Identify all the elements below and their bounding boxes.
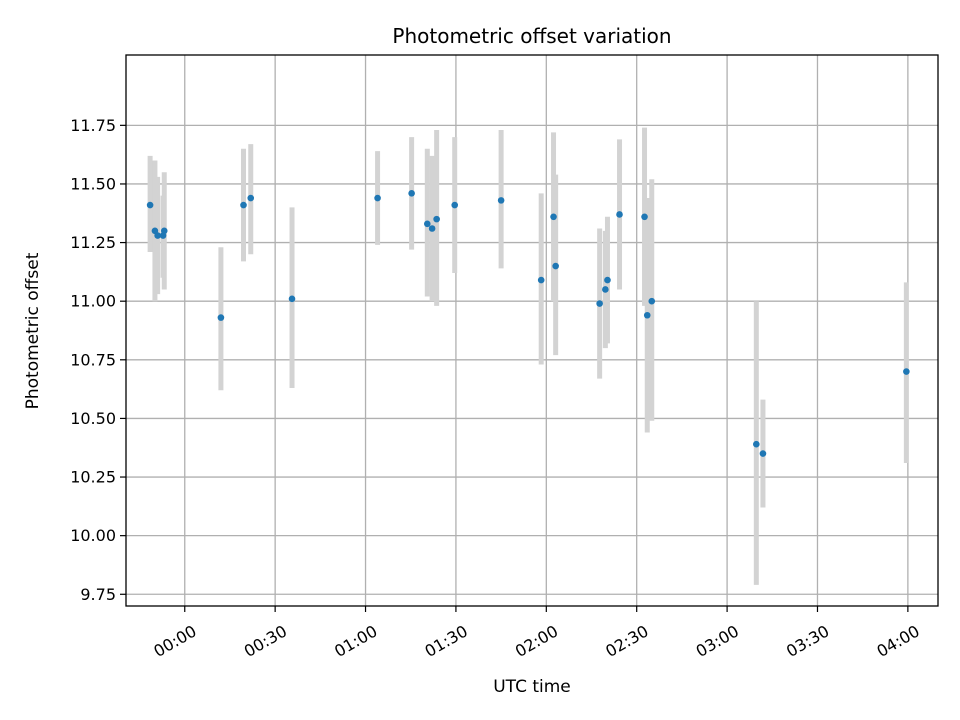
y-tick-label: 10.00 (70, 526, 116, 545)
y-tick-label: 11.75 (70, 116, 116, 135)
data-point-27 (759, 450, 767, 457)
data-point-21 (604, 276, 611, 284)
data-point-9 (374, 194, 381, 202)
data-point-24 (643, 311, 651, 319)
data-point-22 (616, 211, 623, 218)
data-point-7 (247, 194, 255, 202)
data-point-26 (753, 440, 760, 448)
data-point-18 (552, 262, 559, 270)
data-point-8 (288, 295, 296, 303)
data-point-13 (433, 215, 440, 223)
data-point-16 (537, 276, 545, 284)
y-tick-label: 10.25 (70, 468, 116, 487)
data-point-4 (159, 232, 167, 239)
data-points (146, 190, 910, 457)
data-point-20 (602, 286, 609, 293)
y-axis-label: Photometric offset (23, 252, 43, 409)
data-point-10 (408, 190, 415, 197)
data-point-0 (146, 201, 154, 209)
chart-title: Photometric offset variation (392, 24, 671, 48)
grid (126, 55, 938, 606)
data-point-25 (648, 297, 656, 305)
y-axis: 9.75 10.00 10.25 10.50 10.75 11.00 11.25 11.50 1… (70, 116, 126, 604)
data-point-17 (550, 213, 557, 221)
data-point-14 (451, 201, 459, 209)
data-point-11 (423, 220, 431, 228)
data-point-2 (154, 232, 161, 239)
x-axis-label: UTC time (493, 677, 571, 697)
y-tick-label: 9.75 (80, 585, 116, 604)
y-tick-label: 11.25 (70, 233, 116, 252)
data-point-28 (903, 368, 910, 375)
plot-frame (125, 54, 939, 607)
data-point-5 (217, 314, 225, 321)
y-tick-label: 11.00 (70, 292, 116, 311)
data-point-15 (497, 197, 505, 204)
y-tick-label: 11.50 (70, 174, 116, 193)
y-tick-label: 10.75 (70, 350, 116, 369)
y-tick-label: 10.50 (70, 409, 116, 428)
data-point-23 (641, 213, 648, 221)
data-point-6 (240, 201, 247, 209)
data-point-19 (596, 300, 603, 307)
data-point-12 (428, 225, 436, 232)
